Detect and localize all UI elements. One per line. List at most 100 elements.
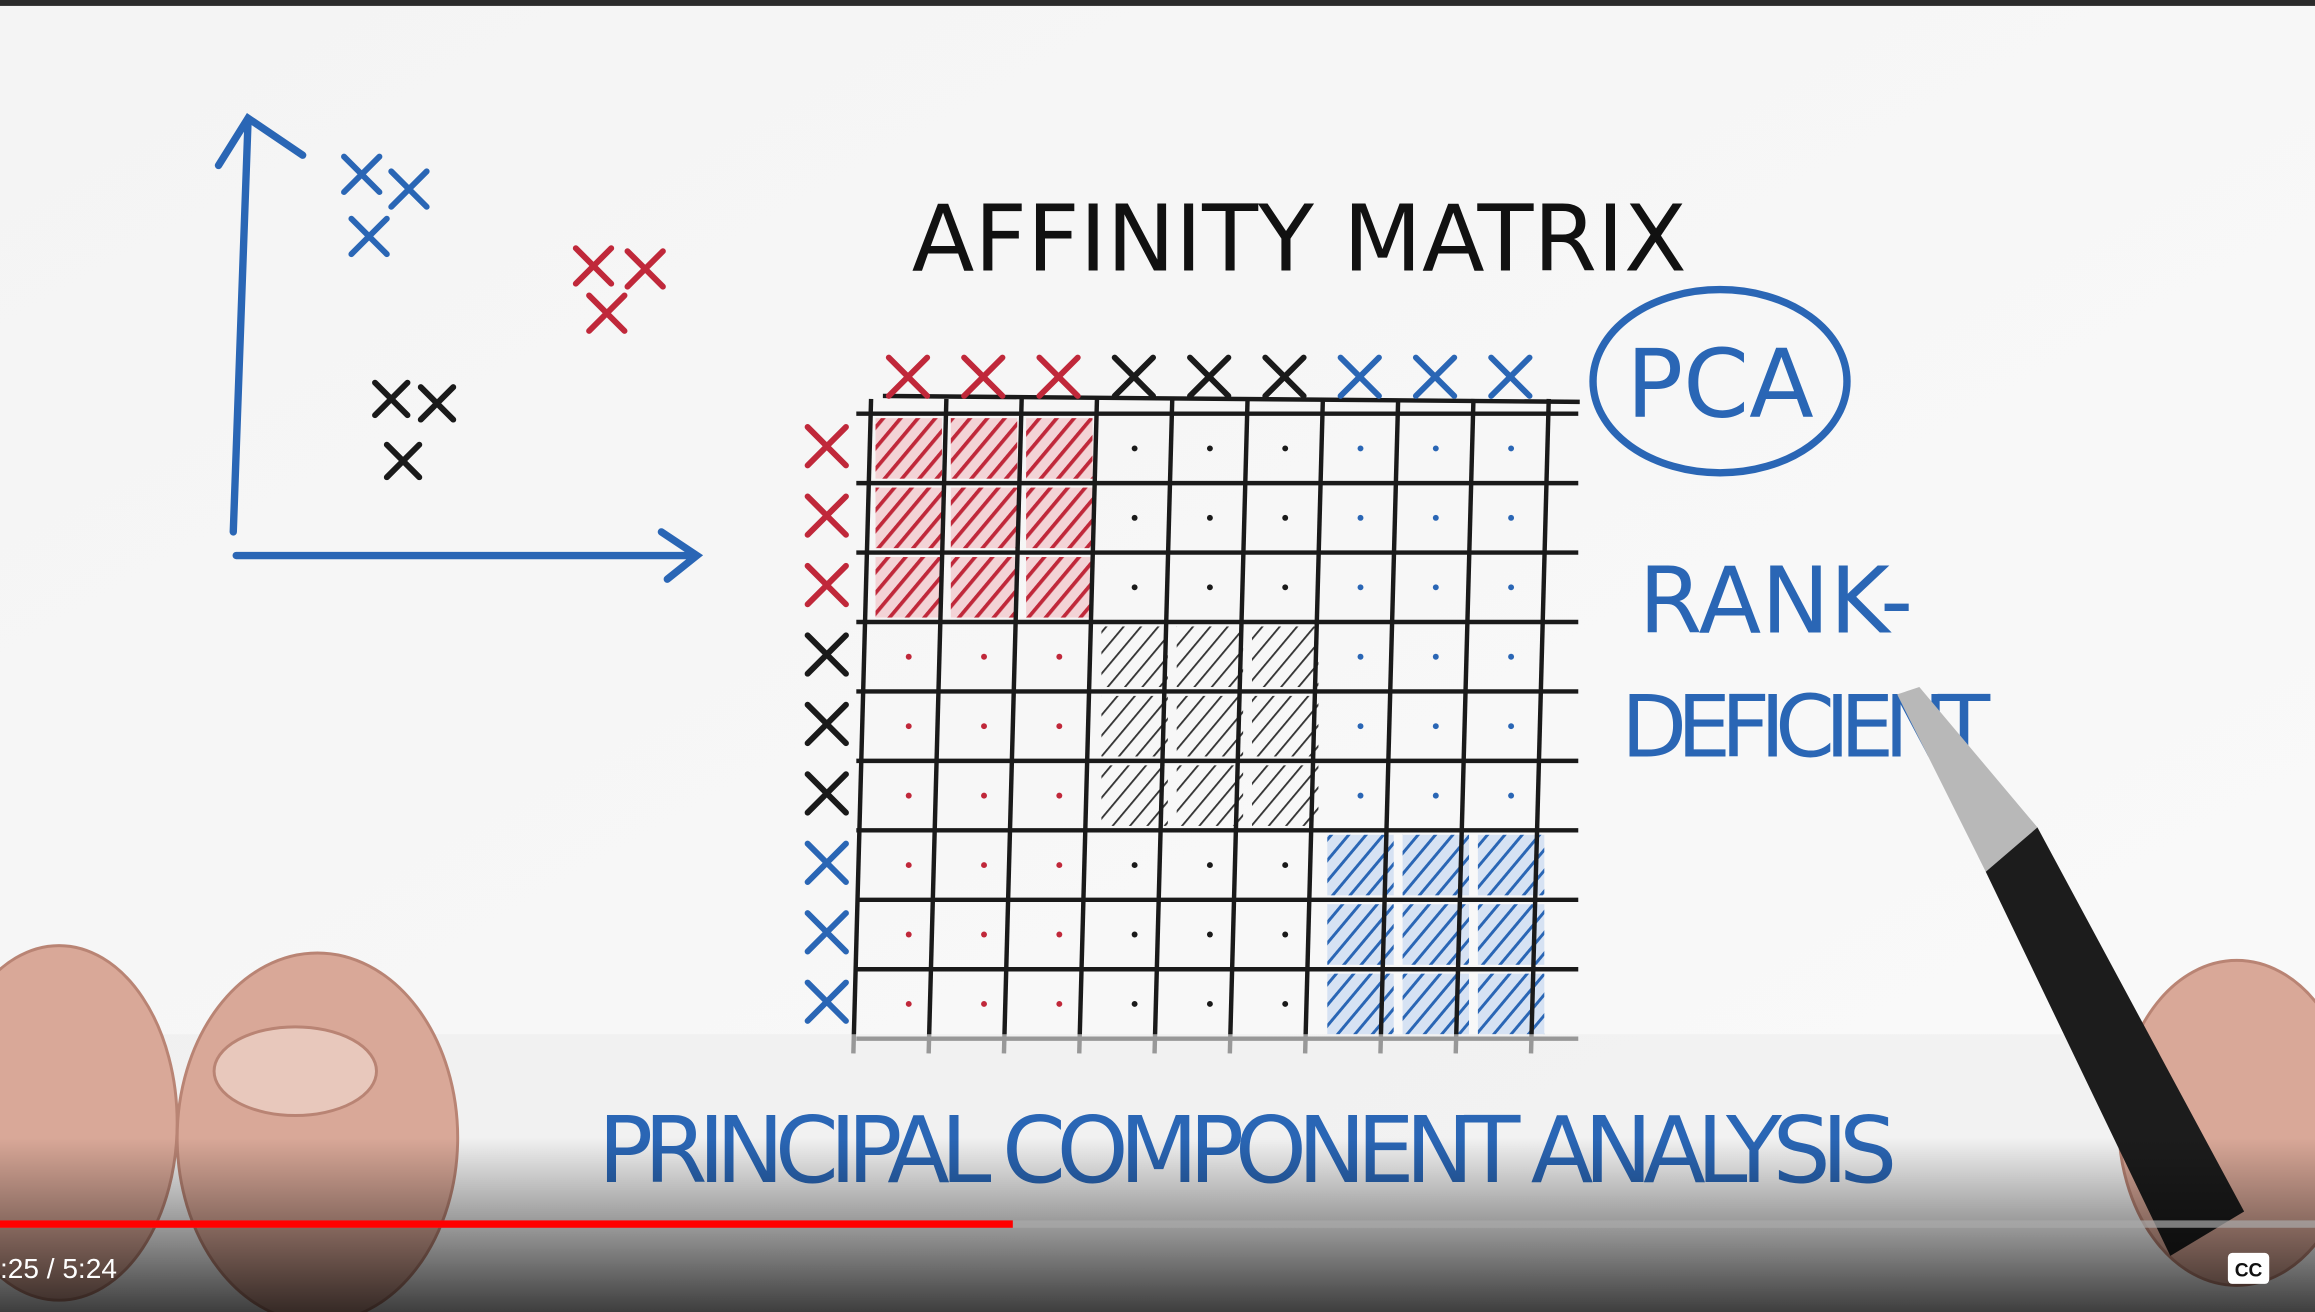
grid-line [926,398,949,1054]
dot [1056,1000,1063,1007]
header-line [882,393,1580,405]
grid-line [851,398,874,1054]
time-display: :25 / 5:24 [0,1253,117,1284]
dot [1056,653,1063,660]
cross [804,910,849,955]
grid-line [1152,398,1175,1054]
dot [1508,584,1515,591]
cross [885,354,931,399]
grid-line [1227,398,1250,1054]
hatched-cell [1026,418,1093,479]
dot [1131,445,1138,452]
cross [961,354,1006,399]
grid-line [1528,398,1551,1054]
grid-line [1001,398,1024,1054]
dot [1282,584,1289,591]
cross [1036,354,1081,399]
dot [1357,514,1364,521]
cross [804,493,849,538]
hatched-cell [1101,765,1168,826]
dot [1131,514,1138,521]
hatched-cell [950,418,1018,479]
grid-line [1378,398,1401,1054]
hatched-cell [875,418,942,479]
hatched-cell [1176,626,1244,688]
cross [804,424,849,469]
cross [341,153,383,196]
hatched-cell [1101,626,1168,688]
dot [1432,653,1439,660]
dot [1282,931,1289,938]
hatched-cell [1402,834,1470,896]
hatched-cell [875,487,942,549]
dot [981,931,987,938]
dot [905,792,912,799]
dot [1508,792,1515,799]
cross [1187,354,1232,399]
dot [981,792,987,799]
badge-circle [1589,285,1851,477]
dot [1282,862,1289,869]
dot [1056,931,1063,938]
dot [981,723,987,730]
dot [1131,862,1138,869]
hatched-cell [1251,626,1319,688]
dot [1357,445,1364,452]
dot [1282,445,1289,452]
cross [624,248,666,290]
cross [388,168,430,210]
dot [1206,584,1213,591]
cross [804,979,849,1024]
cross [1111,354,1157,399]
dot [1357,792,1364,799]
dot [981,653,987,660]
grid-line [1453,398,1476,1054]
cross [348,215,390,258]
dot [1282,514,1289,521]
cross [1262,354,1307,399]
hatched-cell [1176,765,1244,826]
dot [905,723,912,730]
cc-label: CC [2235,1261,2263,1282]
dot [1282,1000,1289,1007]
hatched-cell [1251,695,1319,757]
cross [804,562,849,608]
dot [1206,1000,1213,1007]
drawn-marks [341,153,1580,1054]
dot [1508,514,1515,521]
cc-button[interactable]: CC [2227,1252,2270,1284]
top-edge [0,0,2315,6]
dot [1508,653,1515,660]
dot [905,862,912,869]
cross [804,840,849,886]
dot [981,1000,987,1007]
dot [1432,792,1439,799]
dot [1206,445,1213,452]
dot [905,653,912,660]
scatter-axes [214,112,704,583]
cross [383,441,423,481]
hatched-cell [1176,695,1244,757]
hatched-cell [1327,834,1394,896]
cross [1337,354,1382,399]
progress-track[interactable] [0,1220,2315,1228]
cross [417,384,457,423]
dot [1508,723,1515,730]
dot [1357,584,1364,591]
dot [1056,862,1063,869]
cross [804,632,849,677]
progress-played [0,1220,1013,1228]
hatched-cell [875,557,942,618]
dot [1131,584,1138,591]
dot [1131,931,1138,938]
dot [1206,514,1213,521]
grid-line [1302,398,1326,1054]
dot [1206,862,1213,869]
board-title: AFFINITY MATRIX [912,185,1687,292]
cross [1488,354,1533,399]
cross [372,379,411,419]
hatched-cell [1026,487,1093,549]
dot [1432,445,1439,452]
dot [981,862,987,869]
